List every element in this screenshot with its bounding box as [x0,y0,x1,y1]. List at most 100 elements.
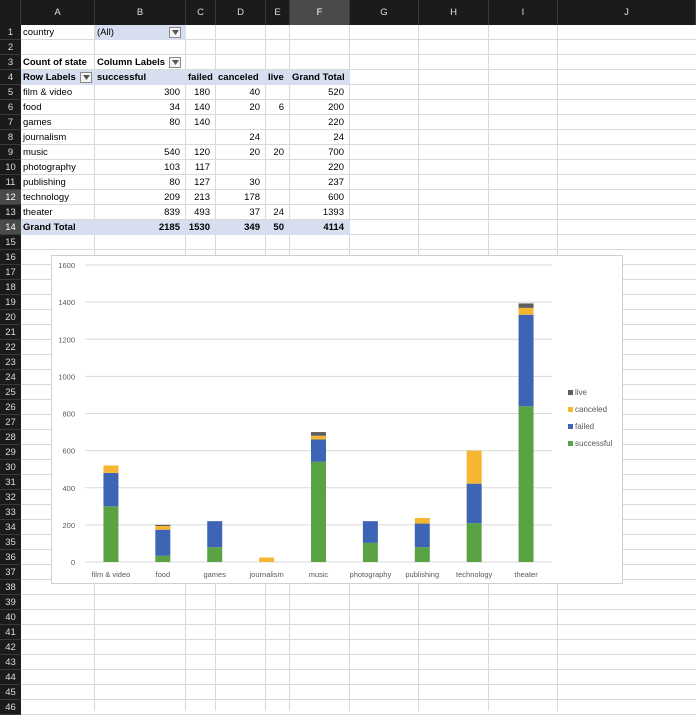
row-header-35[interactable]: 35 [0,535,21,550]
pivot-value-live: 20 [273,147,284,158]
chevron-down-icon [172,60,179,65]
row-header-6[interactable]: 6 [0,100,21,115]
row-header-38[interactable]: 38 [0,580,21,595]
select-all-corner[interactable] [0,0,21,25]
row-header-40[interactable]: 40 [0,610,21,625]
x-tick-label: technology [456,570,493,579]
row-header-17[interactable]: 17 [0,265,21,280]
legend-swatch-failed [568,424,573,429]
pivot-value-live: 6 [278,102,284,113]
pivot-value-successful: 103 [164,162,180,173]
column-header-a[interactable]: A [21,0,95,25]
row-header-18[interactable]: 18 [0,280,21,295]
y-tick-label: 400 [62,484,75,493]
column-header-g[interactable]: G [350,0,419,25]
pivot-value-failed: 140 [194,117,210,128]
bar-segment-successful [155,555,171,562]
bar-segment-successful [414,547,430,562]
row-header-19[interactable]: 19 [0,295,21,310]
pivot-value-live [268,175,284,190]
row-header-8[interactable]: 8 [0,130,21,145]
column-header-b[interactable]: B [95,0,186,25]
row-header-4[interactable]: 4 [0,70,21,85]
row-header-2[interactable]: 2 [0,40,21,55]
pivot-value-total: 600 [328,192,344,203]
column-header-e[interactable]: E [266,0,290,25]
pivot-value-failed [188,130,210,145]
row-header-44[interactable]: 44 [0,670,21,685]
row-header-27[interactable]: 27 [0,415,21,430]
row-header-24[interactable]: 24 [0,370,21,385]
row-header-36[interactable]: 36 [0,550,21,565]
pivot-header-canceled: canceled [218,72,259,83]
row-header-5[interactable]: 5 [0,85,21,100]
row-header-15[interactable]: 15 [0,235,21,250]
column-header-f[interactable]: F [290,0,350,25]
row-header-29[interactable]: 29 [0,445,21,460]
gridline-h [21,144,696,145]
grand-total-live: 50 [273,222,284,233]
gridline-h [21,129,696,130]
x-tick-label: photography [350,570,392,579]
column-header-j[interactable]: J [558,0,696,25]
row-header-37[interactable]: 37 [0,565,21,580]
filter-value: (All) [97,27,114,38]
row-header-3[interactable]: 3 [0,55,21,70]
pivot-value-total: 1393 [322,207,344,218]
pivot-row-label: publishing [23,177,66,188]
row-header-1[interactable]: 1 [0,25,21,40]
pivot-header-live: live [268,72,284,83]
row-header-13[interactable]: 13 [0,205,21,220]
y-tick-label: 600 [62,447,75,456]
row-header-31[interactable]: 31 [0,475,21,490]
row-header-30[interactable]: 30 [0,460,21,475]
gridline-h [21,609,696,610]
row-header-16[interactable]: 16 [0,250,21,265]
row-header-46[interactable]: 46 [0,700,21,715]
row-header-39[interactable]: 39 [0,595,21,610]
column-header-c[interactable]: C [186,0,216,25]
row-labels-dropdown-button[interactable] [80,72,92,83]
row-header-11[interactable]: 11 [0,175,21,190]
pivot-header-failed: failed [188,72,213,83]
x-tick-label: games [203,570,226,579]
row-header-28[interactable]: 28 [0,430,21,445]
row-header-34[interactable]: 34 [0,520,21,535]
y-tick-label: 200 [62,521,75,530]
row-header-25[interactable]: 25 [0,385,21,400]
row-header-42[interactable]: 42 [0,640,21,655]
filter-value-band [95,25,186,40]
row-header-10[interactable]: 10 [0,160,21,175]
pivot-value-live [268,130,284,145]
row-header-14[interactable]: 14 [0,220,21,235]
row-header-32[interactable]: 32 [0,490,21,505]
row-header-45[interactable]: 45 [0,685,21,700]
gridline-h [21,99,696,100]
column-header-h[interactable]: H [419,0,489,25]
row-header-21[interactable]: 21 [0,325,21,340]
filter-dropdown-button[interactable] [169,27,181,38]
legend-label-live: live [575,388,588,397]
bar-segment-canceled [155,525,171,530]
pivot-value-failed: 127 [194,177,210,188]
row-header-23[interactable]: 23 [0,355,21,370]
pivot-row-labels: Row Labels [23,72,76,83]
y-tick-label: 800 [62,410,75,419]
row-header-20[interactable]: 20 [0,310,21,325]
bar-segment-successful [311,461,326,562]
chevron-down-icon [83,75,90,80]
stacked-bar-chart[interactable]: 0 200 400 600 800 1000 1200 1400 1600 film & vide… [51,255,623,584]
row-header-41[interactable]: 41 [0,625,21,640]
row-header-7[interactable]: 7 [0,115,21,130]
row-header-43[interactable]: 43 [0,655,21,670]
pivot-header-grand-total: Grand Total [292,72,345,83]
column-header-i[interactable]: I [489,0,558,25]
y-tick-label: 1600 [58,261,75,270]
column-labels-dropdown-button[interactable] [169,57,181,68]
row-header-9[interactable]: 9 [0,145,21,160]
row-header-12[interactable]: 12 [0,190,21,205]
column-header-d[interactable]: D [216,0,266,25]
row-header-26[interactable]: 26 [0,400,21,415]
row-header-22[interactable]: 22 [0,340,21,355]
row-header-33[interactable]: 33 [0,505,21,520]
